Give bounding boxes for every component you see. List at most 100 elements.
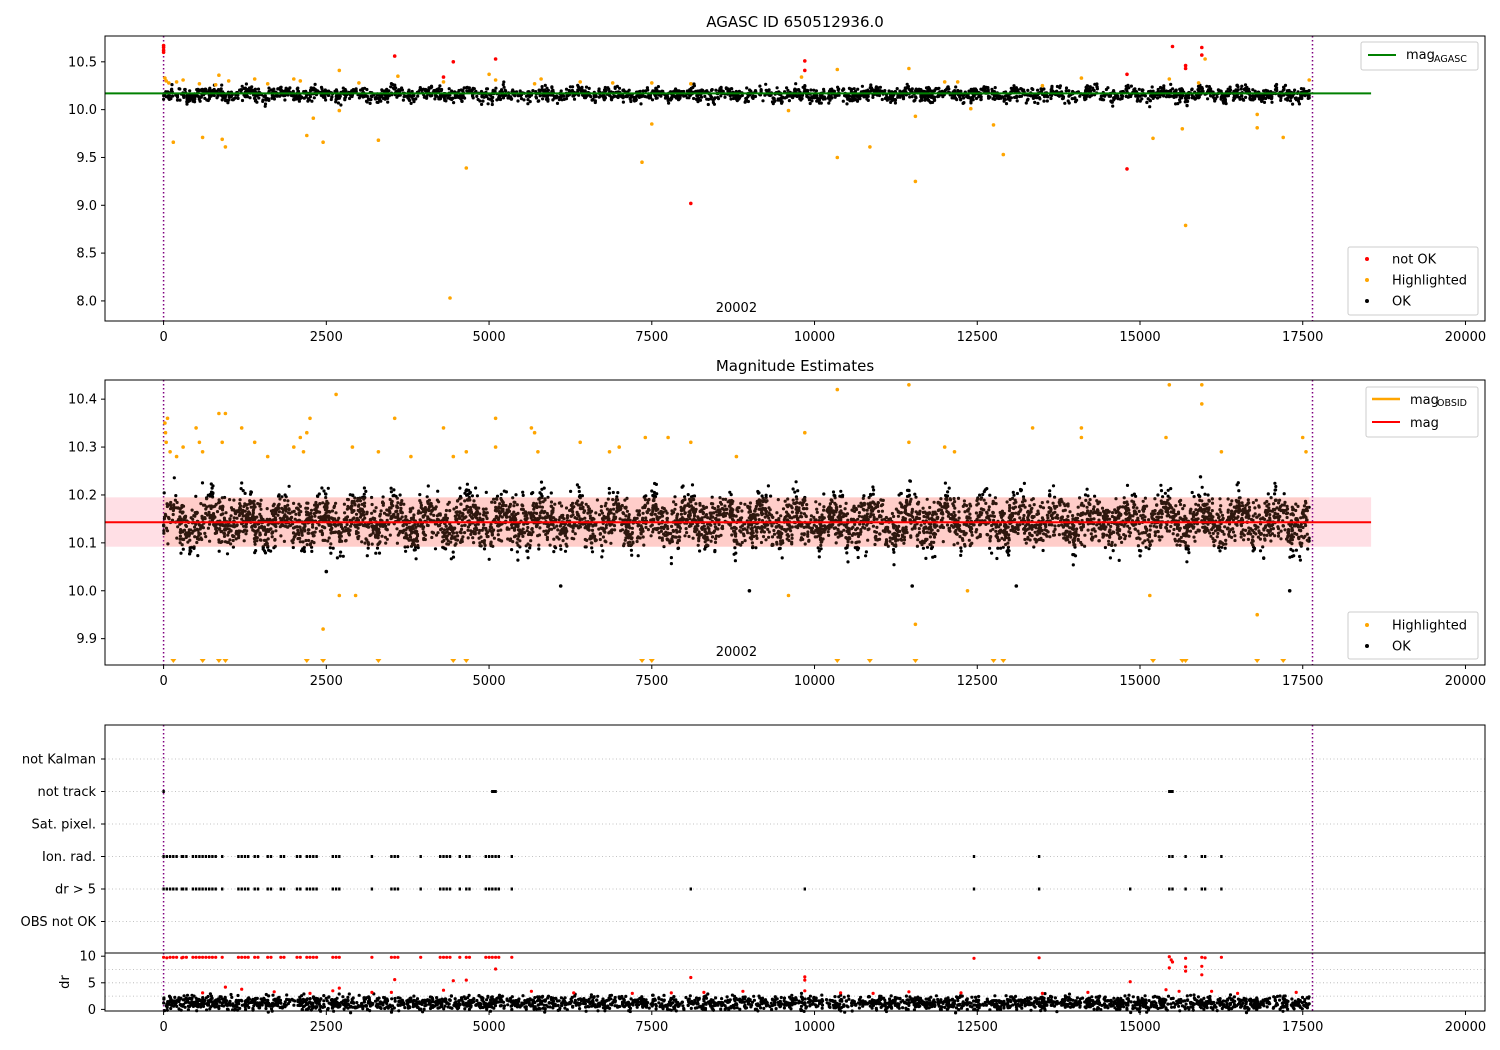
ok-point <box>1240 94 1244 98</box>
ok-point <box>903 86 907 90</box>
ok-point <box>1045 99 1049 103</box>
ok-point <box>451 555 456 559</box>
ok-point <box>1135 99 1139 103</box>
ok-point <box>501 83 505 87</box>
ok-point <box>1297 102 1301 106</box>
ok-point <box>953 94 957 98</box>
ok-point <box>292 98 296 102</box>
ok-point <box>810 99 814 103</box>
ok-point <box>183 87 187 92</box>
ok-point <box>236 96 240 100</box>
highlighted-point <box>1281 135 1285 140</box>
ok-point <box>197 97 201 101</box>
ok-point <box>889 100 893 104</box>
highlighted-point <box>1040 83 1045 88</box>
ok-point <box>330 95 334 99</box>
ok-point <box>921 546 926 550</box>
ok-point <box>688 88 692 92</box>
ok-point <box>692 84 697 88</box>
ok-point <box>798 97 802 101</box>
ok-point <box>1084 97 1088 101</box>
ok-point <box>323 89 327 93</box>
ok-point <box>692 96 696 101</box>
ok-point <box>491 95 495 99</box>
ok-point <box>1270 100 1274 104</box>
highlighted-point <box>650 122 654 126</box>
ok-point <box>501 96 506 100</box>
ok-point <box>1045 95 1049 99</box>
ok-point <box>1070 97 1074 101</box>
ok-point <box>617 86 622 90</box>
legend-label: Highlighted <box>1392 274 1467 289</box>
ok-point <box>1111 104 1115 108</box>
ok-point <box>841 99 845 103</box>
ok-point <box>425 88 429 92</box>
ok-point <box>437 97 441 101</box>
x-tick-label: 0 <box>159 330 167 345</box>
ok-point <box>437 87 441 91</box>
highlighted-point <box>650 81 654 85</box>
ok-point <box>908 95 912 99</box>
ok-point <box>256 87 261 91</box>
ok-point <box>814 89 819 93</box>
ok-point <box>1270 96 1274 100</box>
highlighted-point <box>464 166 469 170</box>
ok-point <box>815 99 819 103</box>
ok-point <box>182 95 186 99</box>
ok-point <box>409 101 413 105</box>
ok-point <box>1067 89 1071 93</box>
ok-point <box>803 84 807 88</box>
ok-point <box>860 84 865 88</box>
ok-point <box>1291 102 1295 106</box>
ok-point <box>1129 84 1133 88</box>
ok-point <box>1221 95 1225 99</box>
ok-point <box>1150 85 1154 89</box>
ok-point <box>338 554 342 558</box>
ok-point <box>1015 491 1020 496</box>
ok-point <box>253 88 257 92</box>
ok-point <box>584 85 589 89</box>
ok-point <box>272 87 276 91</box>
ok-point <box>639 102 643 106</box>
highlighted-point <box>305 133 309 138</box>
not-ok-point <box>161 45 166 50</box>
ok-point <box>515 550 520 554</box>
ok-point <box>906 84 911 89</box>
ok-point <box>550 89 554 93</box>
ok-point <box>1156 87 1160 92</box>
highlighted-point <box>1255 126 1259 130</box>
ok-point <box>269 88 273 92</box>
ok-point <box>926 98 931 102</box>
ok-point <box>1288 555 1292 559</box>
ok-point <box>196 87 200 91</box>
ok-point <box>875 87 880 92</box>
ok-point <box>329 551 333 555</box>
ok-point <box>475 94 479 98</box>
highlighted-point <box>217 73 221 77</box>
ok-point <box>364 489 368 493</box>
ok-point <box>1253 89 1257 93</box>
ok-point <box>1293 88 1297 92</box>
highlighted-point <box>942 80 947 84</box>
ok-point <box>368 101 372 105</box>
highlighted-point <box>835 155 840 160</box>
highlighted-point <box>1183 223 1188 228</box>
ok-point <box>979 98 983 102</box>
ok-point <box>455 94 459 98</box>
ok-point <box>1240 84 1244 88</box>
ok-point <box>764 82 768 86</box>
ok-point <box>1085 487 1089 491</box>
ok-point <box>375 100 379 104</box>
ok-point <box>1006 95 1010 99</box>
ok-point <box>869 83 873 87</box>
ok-point <box>993 86 997 90</box>
ok-point <box>490 99 495 103</box>
ok-point <box>750 95 754 99</box>
ok-point <box>219 87 223 91</box>
y-tick-label: 10.5 <box>68 55 97 70</box>
highlighted-point <box>1255 112 1259 117</box>
ok-point <box>205 98 209 102</box>
ok-point <box>931 100 935 104</box>
highlighted-point <box>197 82 202 86</box>
ok-point <box>999 96 1003 100</box>
